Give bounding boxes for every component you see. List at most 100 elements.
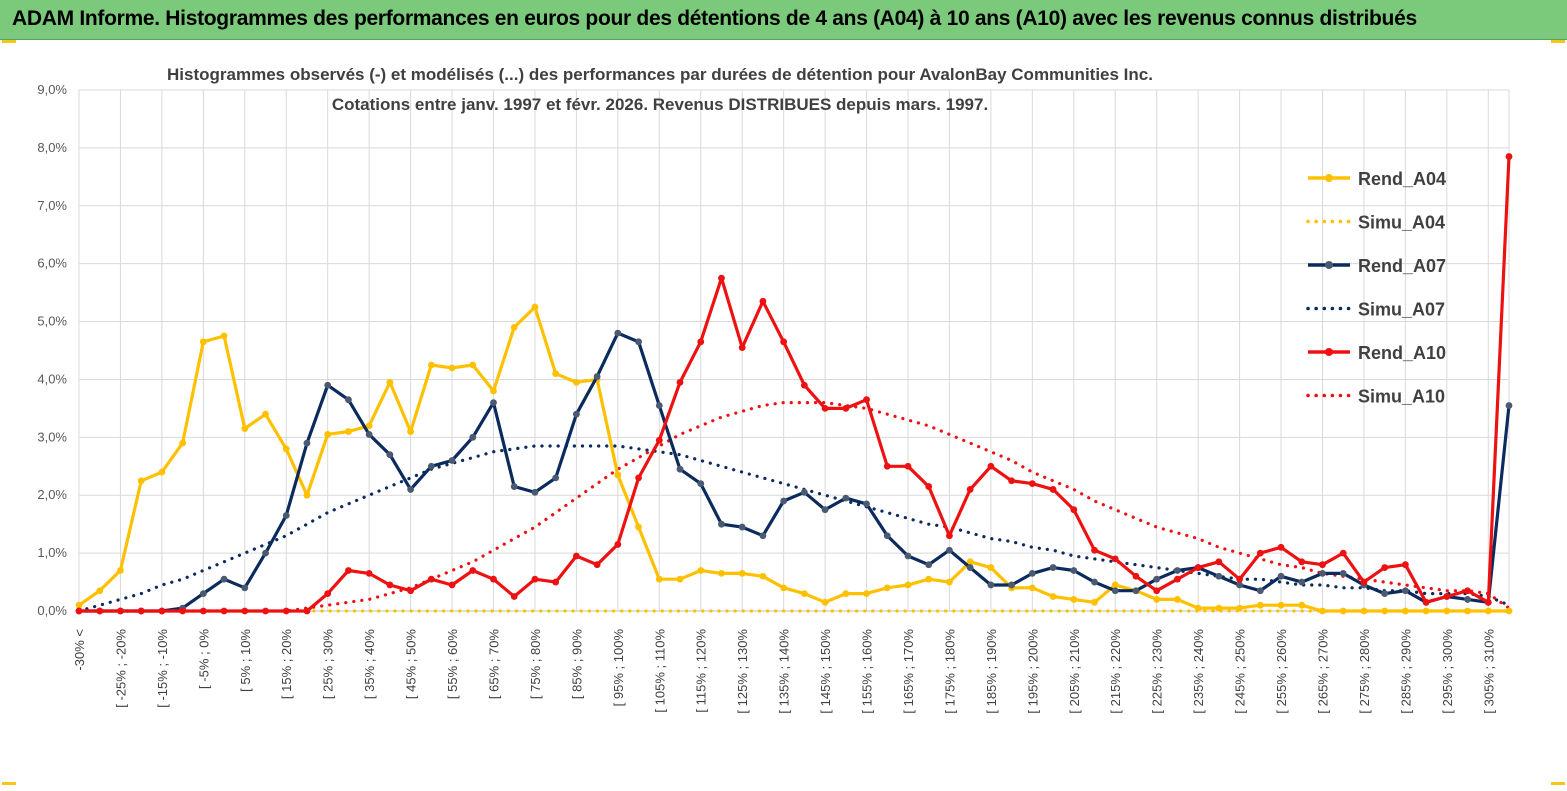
data-point-rend-a07 — [345, 396, 352, 404]
data-point-rend-a10 — [427, 575, 435, 583]
data-point-rend-a10 — [759, 297, 767, 305]
data-point-rend-a04 — [821, 598, 829, 606]
x-tick-label: [ 145% ; 150% — [818, 629, 833, 714]
data-point-rend-a10 — [1174, 575, 1181, 583]
data-point-rend-a07 — [1091, 578, 1098, 586]
x-tick-label: [ 265% ; 270% — [1315, 629, 1330, 714]
data-point-rend-a10 — [966, 486, 974, 493]
data-point-rend-a10 — [345, 567, 352, 574]
data-point-rend-a04 — [1277, 601, 1285, 609]
legend-label-simu-a10: Simu_A10 — [1358, 387, 1445, 407]
x-tick-label: [ 25% ; 30% — [321, 629, 336, 700]
data-point-rend-a04 — [490, 387, 497, 395]
data-point-rend-a10 — [1091, 546, 1098, 554]
data-point-rend-a10 — [718, 274, 725, 282]
data-point-rend-a07 — [1008, 581, 1016, 589]
data-point-rend-a10 — [593, 561, 601, 569]
x-tick-label: [ 85% ; 90% — [569, 629, 584, 700]
y-tick-label: 1,0% — [37, 545, 67, 560]
data-point-rend-a04 — [427, 361, 435, 369]
data-point-rend-a07 — [241, 584, 249, 592]
data-point-rend-a04 — [1339, 607, 1347, 615]
data-point-rend-a04 — [386, 378, 394, 386]
data-point-rend-a04 — [1360, 607, 1368, 615]
data-point-rend-a07 — [407, 486, 414, 493]
chart-subtitle: Cotations entre janv. 1997 et févr. 2026… — [332, 95, 988, 114]
x-tick-label: [ 245% ; 250% — [1233, 629, 1248, 714]
x-tick-label: [ 175% ; 180% — [942, 629, 957, 714]
data-point-rend-a10 — [179, 607, 187, 615]
frame-corner — [2, 782, 16, 785]
data-point-rend-a07 — [1277, 572, 1285, 580]
y-tick-label: 5,0% — [37, 314, 67, 329]
data-point-rend-a07 — [324, 381, 332, 389]
x-tick-label: [ 45% ; 50% — [404, 629, 419, 700]
x-tick-label: [ 155% ; 160% — [860, 629, 875, 714]
data-point-rend-a10 — [75, 607, 83, 615]
data-point-rend-a04 — [863, 590, 870, 598]
series-line-simu-a07 — [77, 444, 1511, 613]
data-point-rend-a10 — [842, 404, 850, 412]
data-point-rend-a04 — [324, 431, 332, 438]
data-point-rend-a04 — [345, 428, 352, 435]
data-point-rend-a04 — [987, 564, 995, 571]
data-point-rend-a04 — [510, 323, 518, 331]
data-point-rend-a10 — [1194, 564, 1202, 571]
data-point-rend-a10 — [1401, 561, 1409, 569]
data-point-rend-a04 — [262, 410, 269, 418]
frame-corner — [2, 40, 16, 43]
data-point-rend-a10 — [863, 396, 870, 404]
x-tick-label: [ 115% ; 120% — [694, 629, 709, 713]
data-point-rend-a07 — [220, 575, 228, 583]
data-point-rend-a10 — [987, 462, 995, 470]
data-point-rend-a07 — [469, 433, 477, 441]
data-point-rend-a07 — [1132, 587, 1140, 595]
data-point-rend-a10 — [697, 338, 705, 346]
data-point-rend-a07 — [863, 500, 870, 508]
data-point-rend-a04 — [780, 584, 788, 592]
data-point-rend-a07 — [718, 520, 725, 528]
y-tick-label: 8,0% — [37, 140, 67, 155]
data-point-rend-a04 — [220, 332, 228, 340]
legend-label-rend-a04: Rend_A04 — [1358, 169, 1446, 189]
x-tick-label: [ 165% ; 170% — [901, 629, 916, 714]
data-point-rend-a10 — [1028, 480, 1036, 488]
data-point-rend-a10 — [1298, 558, 1306, 566]
data-point-rend-a10 — [904, 462, 912, 470]
data-point-rend-a07 — [1070, 567, 1078, 574]
data-point-rend-a04 — [904, 581, 912, 589]
data-point-rend-a10 — [1256, 549, 1264, 557]
y-tick-label: 4,0% — [37, 371, 67, 386]
grid-layer — [78, 89, 1510, 612]
x-tick-label: [ 185% ; 190% — [984, 629, 999, 714]
data-point-rend-a04 — [1256, 601, 1264, 609]
y-tick-label: 0,0% — [37, 603, 67, 618]
data-point-rend-a10 — [1319, 561, 1326, 569]
data-point-rend-a07 — [1174, 567, 1181, 574]
data-point-rend-a04 — [407, 428, 414, 435]
data-point-rend-a07 — [800, 488, 808, 496]
data-point-rend-a04 — [676, 575, 684, 583]
data-point-rend-a10 — [821, 404, 829, 412]
x-tick-label: [ 295% ; 300% — [1440, 629, 1455, 714]
data-point-rend-a10 — [572, 552, 580, 560]
frame-corner — [1551, 40, 1565, 43]
data-point-rend-a04 — [75, 601, 83, 609]
series-layer — [75, 153, 1513, 615]
data-point-rend-a04 — [1422, 607, 1430, 615]
x-tick-label: -30% < — [72, 629, 87, 671]
data-point-rend-a04 — [117, 567, 124, 574]
data-point-rend-a10 — [552, 578, 560, 586]
data-point-rend-a10 — [1360, 578, 1368, 586]
data-point-rend-a07 — [448, 457, 456, 464]
data-point-rend-a07 — [1028, 569, 1036, 577]
data-point-rend-a10 — [1339, 549, 1347, 557]
x-tick-label: [ 255% ; 260% — [1274, 629, 1289, 714]
data-point-rend-a10 — [800, 381, 808, 389]
data-point-rend-a10 — [676, 378, 684, 386]
data-point-rend-a10 — [1443, 593, 1451, 600]
x-tick-label: [ 275% ; 280% — [1357, 629, 1372, 714]
data-point-rend-a10 — [469, 567, 477, 574]
data-point-rend-a07 — [842, 494, 850, 502]
data-point-rend-a04 — [1174, 596, 1181, 603]
